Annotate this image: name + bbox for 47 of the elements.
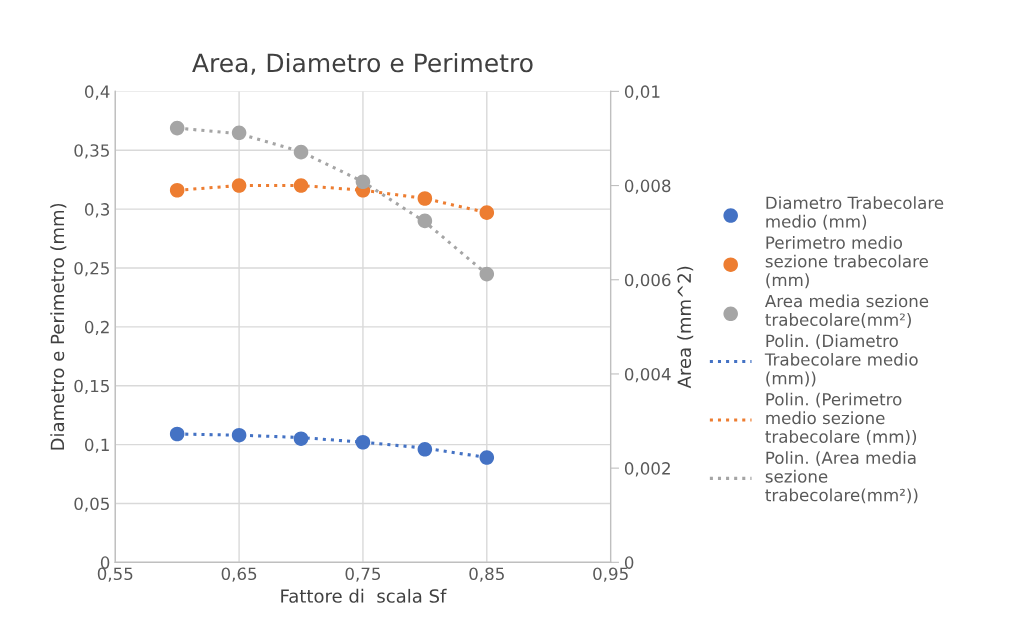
legend-label: Perimetro medio sezione trabecolare (mm) [765,235,928,289]
x-tick-label: 0,95 [593,567,628,582]
legend-label: Polin. (Diametro Trabecolare medio (mm)) [764,334,918,387]
point [293,178,309,193]
point [231,125,247,141]
x-tick-label: 0,65 [221,567,257,582]
point [231,178,247,193]
point [417,442,433,457]
y2-tick-label: 0 [624,556,634,569]
x-tick-label: 0,55 [97,567,133,582]
point [355,174,371,190]
point [169,426,185,442]
y-tick-label: 0,2 [84,320,109,336]
point [169,120,185,136]
y2-axis-title: Area (mm^2) [677,266,694,389]
point [479,450,495,465]
legend-label: Polin. (Area media sezione trabecolare(mm²)) [765,451,918,504]
chart-title: Area, Diametro e Perimetro [192,52,533,75]
point [355,434,371,450]
y-tick-label: 0,1 [84,438,109,453]
y-tick-label: 0,05 [74,497,109,512]
point [417,191,433,206]
y-tick-label: 0 [100,556,110,569]
legend-label: Polin. (Perimetro medio sezione trabecolare (mm)) [765,392,917,445]
y-tick-label: 0,4 [84,85,110,100]
legend-label: Area media sezione trabecolare(mm²) [764,294,929,328]
y2-tick-label: 0,008 [624,179,671,194]
point [169,182,185,198]
point [293,144,309,160]
legend-label: Diametro Trabecolare medio (mm) [766,196,944,230]
point [417,213,433,229]
y-tick-label: 0,3 [84,203,110,218]
x-axis-title: Fattore di scala Sf [281,588,447,603]
point [479,266,495,282]
y2-tick-label: 0,006 [624,273,671,289]
y-tick-label: 0,15 [74,379,109,394]
x-tick-label: 0,85 [469,567,504,582]
y-tick-label: 0,35 [74,144,109,159]
x-tick-label: 0,75 [345,567,381,582]
point [293,431,309,446]
y2-tick-label: 0,004 [624,367,671,383]
y2-tick-label: 0,002 [624,462,670,477]
point [479,205,495,220]
point [231,427,247,443]
y-tick-label: 0,25 [74,261,109,277]
y2-tick-label: 0,01 [624,85,660,100]
y-axis-title: Diametro e Perimetro (mm) [50,203,67,450]
